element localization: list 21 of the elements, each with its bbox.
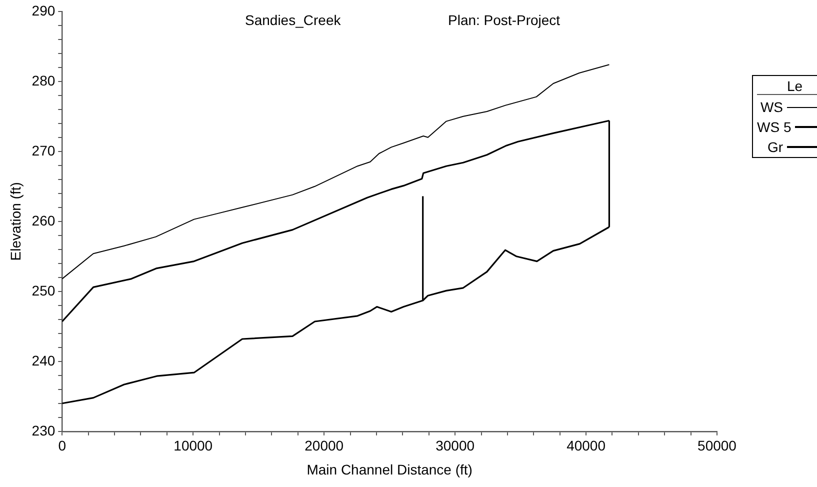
legend-label: WS 5 bbox=[757, 119, 792, 135]
chart-subtitle: Plan: Post-Project bbox=[448, 12, 560, 28]
y-tick-label: 270 bbox=[32, 142, 56, 158]
legend-label: WS bbox=[759, 99, 783, 115]
y-tick-label: 280 bbox=[32, 72, 56, 88]
y-tick-label: 290 bbox=[32, 2, 56, 18]
x-tick-label: 20000 bbox=[304, 438, 344, 454]
y-tick-label: 230 bbox=[32, 422, 56, 438]
x-tick-label: 50000 bbox=[698, 438, 737, 454]
y-tick-label: 250 bbox=[32, 282, 56, 298]
legend-title: Le bbox=[757, 78, 817, 95]
x-axis-title: Main Channel Distance (ft) bbox=[306, 461, 472, 478]
x-tick-label: 30000 bbox=[436, 438, 475, 454]
x-tick-label: 0 bbox=[58, 438, 66, 454]
x-tick-label: 10000 bbox=[174, 438, 213, 454]
y-axis-title: Elevation (ft) bbox=[7, 182, 24, 261]
x-tick-label: 40000 bbox=[566, 438, 606, 454]
y-tick-label: 240 bbox=[32, 352, 56, 368]
legend-label: Gr bbox=[766, 139, 783, 155]
y-tick-label: 260 bbox=[32, 212, 56, 228]
chart-title: Sandies_Creek bbox=[245, 12, 341, 28]
